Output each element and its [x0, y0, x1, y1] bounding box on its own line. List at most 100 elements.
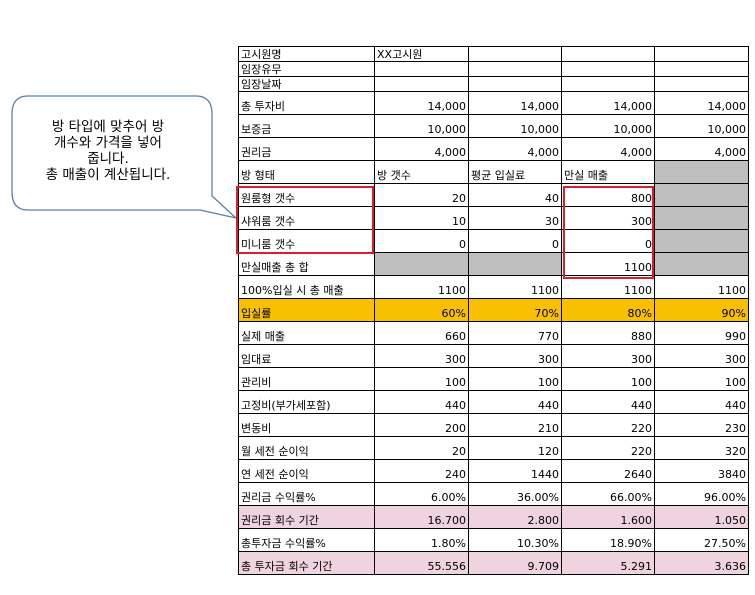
cell[interactable]: 6.00% [374, 482, 469, 506]
cell[interactable]: 0 [561, 229, 655, 253]
cell[interactable]: 10 [374, 206, 469, 230]
row-label[interactable]: 연 세전 순이익 [238, 459, 375, 483]
cell[interactable]: 14,000 [561, 91, 655, 115]
row-label[interactable]: 총 투자금 회수 기간 [238, 551, 375, 575]
cell[interactable]: 96.00% [654, 482, 749, 506]
cell[interactable]: 1.80% [374, 528, 469, 552]
cell[interactable]: 1.050 [654, 505, 749, 529]
cell[interactable] [654, 183, 749, 207]
cell[interactable]: 440 [468, 390, 562, 414]
cell[interactable]: 1.600 [561, 505, 655, 529]
cell[interactable]: 210 [468, 413, 562, 437]
cell[interactable]: 800 [561, 183, 655, 207]
cell[interactable]: 300 [561, 206, 655, 230]
cell[interactable]: 4,000 [374, 137, 469, 161]
cell[interactable]: 100 [374, 367, 469, 391]
row-label[interactable]: 권리금 회수 기간 [238, 505, 375, 529]
row-label[interactable]: 임장유무 [238, 61, 375, 77]
row-label[interactable]: 권리금 [238, 137, 375, 161]
cell[interactable]: 3840 [654, 459, 749, 483]
row-label[interactable]: 방 형태 [238, 160, 375, 184]
cell[interactable] [468, 61, 562, 77]
cell[interactable]: 300 [654, 344, 749, 368]
row-label[interactable]: 권리금 수익률% [238, 482, 375, 506]
cell[interactable]: 3.636 [654, 551, 749, 575]
row-label[interactable]: 보증금 [238, 114, 375, 138]
cell[interactable]: 10,000 [468, 114, 562, 138]
row-label[interactable]: 미니룸 갯수 [238, 229, 375, 253]
cell[interactable]: 20 [374, 183, 469, 207]
cell[interactable]: 70% [468, 298, 562, 322]
row-label[interactable]: 고시원명 [238, 46, 375, 62]
cell[interactable]: 14,000 [468, 91, 562, 115]
cell[interactable]: 4,000 [468, 137, 562, 161]
row-label[interactable]: 임장날짜 [238, 76, 375, 92]
cell[interactable]: 100 [561, 367, 655, 391]
cell[interactable]: 4,000 [654, 137, 749, 161]
cell[interactable]: 5.291 [561, 551, 655, 575]
cell[interactable] [374, 76, 469, 92]
cell[interactable]: 9.709 [468, 551, 562, 575]
cell[interactable]: 4,000 [561, 137, 655, 161]
row-label[interactable]: 100%입실 시 총 매출 [238, 275, 375, 299]
cell[interactable]: 440 [654, 390, 749, 414]
cell[interactable]: 1100 [654, 275, 749, 299]
cell[interactable]: 36.00% [468, 482, 562, 506]
cell[interactable]: 90% [654, 298, 749, 322]
cell[interactable] [468, 76, 562, 92]
row-label[interactable]: 월 세전 순이익 [238, 436, 375, 460]
cell[interactable]: 60% [374, 298, 469, 322]
row-label[interactable]: 총투자금 수익률% [238, 528, 375, 552]
cell[interactable] [468, 252, 562, 276]
cell[interactable] [654, 46, 749, 62]
cell[interactable]: 18.90% [561, 528, 655, 552]
cell[interactable]: 120 [468, 436, 562, 460]
cell[interactable]: 300 [561, 344, 655, 368]
cell[interactable]: 770 [468, 321, 562, 345]
row-label[interactable]: 만실매출 총 합 [238, 252, 375, 276]
cell[interactable]: 14,000 [654, 91, 749, 115]
cell[interactable]: 80% [561, 298, 655, 322]
cell[interactable]: 1100 [374, 275, 469, 299]
cell[interactable]: 2640 [561, 459, 655, 483]
row-label[interactable]: 실제 매출 [238, 321, 375, 345]
cell[interactable]: 100 [468, 367, 562, 391]
cell[interactable]: 1440 [468, 459, 562, 483]
cell[interactable] [561, 76, 655, 92]
cell[interactable]: 230 [654, 413, 749, 437]
cell[interactable]: 240 [374, 459, 469, 483]
cell[interactable]: 300 [468, 344, 562, 368]
column-header[interactable]: 만실 매출 [561, 160, 655, 184]
row-label[interactable]: 원룸형 갯수 [238, 183, 375, 207]
cell[interactable]: 200 [374, 413, 469, 437]
cell[interactable]: XX고시원 [374, 46, 469, 62]
row-label[interactable]: 총 투자비 [238, 91, 375, 115]
cell[interactable]: 440 [561, 390, 655, 414]
cell[interactable]: 300 [374, 344, 469, 368]
cell[interactable]: 66.00% [561, 482, 655, 506]
cell[interactable]: 660 [374, 321, 469, 345]
cell[interactable]: 220 [561, 413, 655, 437]
cell[interactable] [374, 252, 469, 276]
cell[interactable]: 220 [561, 436, 655, 460]
row-label[interactable]: 샤워룸 갯수 [238, 206, 375, 230]
cell[interactable]: 0 [374, 229, 469, 253]
cell[interactable]: 10,000 [654, 114, 749, 138]
cell[interactable]: 320 [654, 436, 749, 460]
cell[interactable]: 14,000 [374, 91, 469, 115]
cell[interactable]: 2.800 [468, 505, 562, 529]
cell[interactable]: 20 [374, 436, 469, 460]
cell[interactable] [654, 252, 749, 276]
cell[interactable]: 10,000 [374, 114, 469, 138]
cell[interactable] [561, 46, 655, 62]
cell[interactable]: 440 [374, 390, 469, 414]
row-label[interactable]: 고정비(부가세포함) [238, 390, 375, 414]
cell[interactable]: 880 [561, 321, 655, 345]
cell[interactable]: 0 [468, 229, 562, 253]
cell[interactable] [468, 46, 562, 62]
row-label[interactable]: 변동비 [238, 413, 375, 437]
cell[interactable]: 10.30% [468, 528, 562, 552]
cell[interactable] [374, 61, 469, 77]
row-label[interactable]: 관리비 [238, 367, 375, 391]
cell[interactable] [654, 76, 749, 92]
